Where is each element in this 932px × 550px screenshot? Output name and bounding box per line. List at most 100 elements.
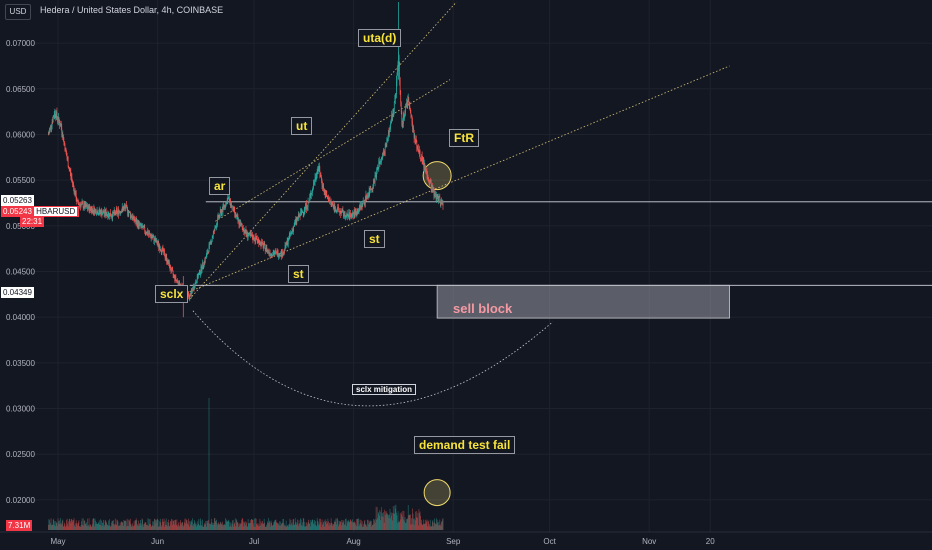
- candle-body: [70, 172, 72, 176]
- candle-body: [98, 209, 100, 213]
- candle-body: [441, 200, 443, 204]
- volume-bar: [181, 522, 183, 530]
- volume-bar: [290, 519, 292, 530]
- candle-body: [414, 135, 416, 142]
- candle-body: [362, 201, 364, 205]
- candle-body: [417, 148, 419, 150]
- volume-bar: [144, 522, 146, 530]
- volume-bar: [273, 521, 275, 530]
- volume-bar: [279, 521, 281, 530]
- volume-bar: [175, 519, 177, 530]
- candle-body: [382, 153, 383, 160]
- candle-body: [116, 210, 118, 214]
- candle-body: [92, 210, 94, 213]
- candle-body: [225, 206, 226, 207]
- volume-bar: [358, 518, 359, 530]
- candle-body: [126, 205, 128, 208]
- volume-bar: [122, 522, 124, 530]
- volume-bar: [50, 522, 51, 530]
- volume-bars: [48, 398, 444, 530]
- volume-bar: [332, 523, 334, 530]
- volume-bar: [331, 522, 332, 530]
- volume-bar: [354, 521, 356, 530]
- volume-bar: [165, 518, 167, 530]
- candle-body: [376, 171, 377, 177]
- volume-bar: [165, 524, 166, 530]
- volume-bar: [349, 521, 351, 530]
- candle-body: [174, 275, 176, 280]
- candle-body: [223, 205, 224, 207]
- candle-body: [385, 145, 387, 147]
- candle-body: [297, 217, 298, 219]
- volume-bar: [222, 525, 224, 530]
- volume-bar: [309, 519, 311, 530]
- candle-body: [50, 125, 51, 128]
- volume-bar: [74, 525, 75, 530]
- y-tick-label: 0.04000: [6, 313, 35, 322]
- volume-bar: [171, 518, 172, 530]
- candle-body: [73, 183, 74, 187]
- candle-body: [348, 213, 350, 217]
- volume-bar: [205, 520, 207, 530]
- volume-bar: [346, 520, 348, 530]
- volume-bar: [298, 526, 299, 530]
- candle-body: [418, 150, 420, 154]
- volume-bar: [212, 522, 214, 530]
- volume-bar: [358, 526, 360, 530]
- candle-body: [234, 209, 236, 214]
- candle-body: [154, 238, 156, 241]
- candle-body: [263, 244, 265, 247]
- volume-bar: [426, 519, 428, 530]
- volume-bar: [82, 525, 83, 530]
- volume-bar: [103, 526, 105, 530]
- currency-button[interactable]: USD: [5, 4, 31, 20]
- candle-body: [136, 221, 138, 227]
- candle-body: [419, 150, 420, 154]
- candle-body: [384, 153, 386, 155]
- volume-bar: [72, 519, 74, 530]
- volume-bar: [309, 523, 311, 530]
- candle-body: [192, 289, 194, 291]
- candle-body: [91, 208, 93, 213]
- candle-body: [82, 202, 83, 204]
- volume-bar: [284, 525, 286, 530]
- volume-bar: [166, 522, 168, 530]
- volume-bar: [70, 523, 72, 530]
- candle-body: [276, 251, 277, 253]
- volume-bar: [234, 522, 236, 530]
- volume-bar: [199, 525, 200, 530]
- volume-bar: [53, 518, 55, 530]
- volume-bar: [261, 524, 263, 530]
- candle-body: [198, 273, 200, 275]
- volume-bar: [398, 522, 399, 530]
- candle-body: [128, 212, 130, 214]
- candle-body: [289, 234, 291, 236]
- volume-bar: [188, 518, 190, 530]
- candle-body: [349, 212, 351, 219]
- volume-bar: [99, 524, 101, 530]
- volume-bar: [135, 518, 137, 530]
- candle-body: [378, 160, 380, 169]
- volume-bar: [420, 523, 422, 530]
- volume-bar: [217, 525, 218, 530]
- volume-bar: [263, 518, 265, 530]
- volume-bar: [321, 526, 322, 530]
- volume-bar: [280, 524, 282, 530]
- candle-body: [112, 211, 113, 218]
- candle-body: [442, 201, 443, 204]
- volume-bar: [283, 519, 284, 530]
- volume-bar: [414, 518, 415, 530]
- candle-body: [201, 266, 202, 271]
- volume-bar: [218, 524, 220, 530]
- volume-bar: [208, 519, 209, 530]
- volume-bar: [246, 526, 248, 530]
- volume-bar: [186, 520, 188, 530]
- candle-body: [440, 199, 442, 204]
- volume-bar: [253, 526, 255, 530]
- volume-bar: [162, 521, 164, 530]
- candle-body: [271, 255, 273, 257]
- candle-body: [54, 110, 56, 116]
- volume-bar: [333, 524, 335, 530]
- candle-body: [433, 187, 434, 191]
